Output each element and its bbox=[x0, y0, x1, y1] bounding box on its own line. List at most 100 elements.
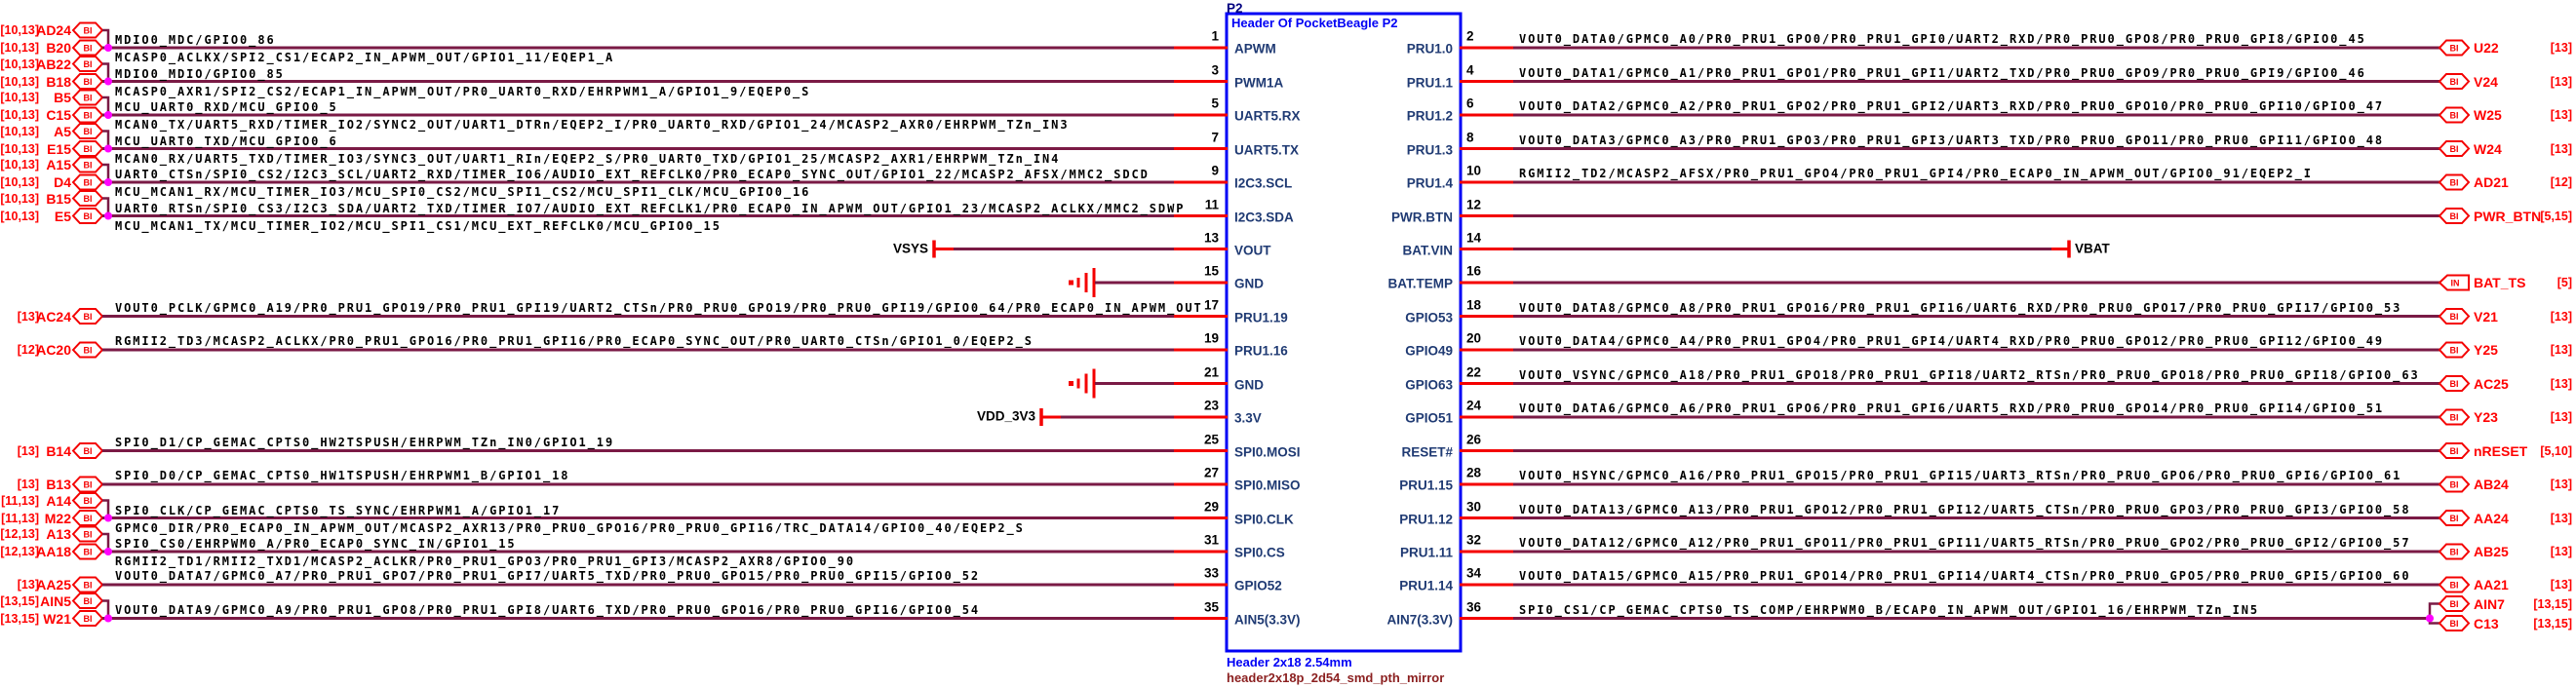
ball-name: B18 bbox=[46, 73, 71, 90]
sheet-ref[interactable]: [5,15] bbox=[2540, 209, 2572, 223]
global-label-port-bi[interactable] bbox=[2438, 615, 2471, 631]
global-label-port-bi[interactable] bbox=[2438, 106, 2471, 124]
pin-number: 22 bbox=[1466, 363, 1482, 379]
ball-name: A15 bbox=[46, 157, 71, 172]
sheet-ref[interactable]: [13] bbox=[2550, 477, 2572, 491]
ball-name: B5 bbox=[54, 90, 71, 105]
global-label-port-in[interactable] bbox=[2438, 274, 2470, 291]
sheet-ref[interactable]: [12,13] bbox=[0, 526, 39, 541]
global-label-port-bi[interactable] bbox=[2438, 543, 2471, 560]
sheet-ref[interactable]: [11,13] bbox=[1, 511, 39, 525]
net-label: GPMC0_DIR/PR0_ECAP0_IN_APWM_OUT/MCASP2_A… bbox=[115, 520, 1025, 535]
sheet-ref[interactable]: [13,15] bbox=[2533, 596, 2572, 611]
global-label-port-bi[interactable] bbox=[2438, 208, 2471, 224]
sheet-ref[interactable]: [10,13] bbox=[0, 57, 39, 71]
ball-name: A14 bbox=[46, 492, 71, 509]
net-label: UART0_RTSn/SPI0_CS3/I2C3_SDA/UART2_TXD/T… bbox=[115, 201, 1186, 215]
port-bi-text: BI bbox=[84, 25, 93, 35]
sheet-ref[interactable]: [13] bbox=[2550, 511, 2572, 525]
sheet-ref[interactable]: [10,13] bbox=[0, 74, 39, 89]
ball-name: A5 bbox=[54, 123, 71, 139]
pin-name: PRU1.14 bbox=[1399, 578, 1453, 593]
net-label: VOUT0_VSYNC/GPMC0_A18/PR0_PRU1_GPO18/PR0… bbox=[1519, 367, 2420, 382]
ball-name: AB22 bbox=[36, 56, 71, 72]
junction-dot bbox=[104, 111, 112, 119]
global-label-port-bi[interactable] bbox=[2438, 408, 2471, 426]
port-bi-text: BI bbox=[84, 194, 93, 204]
sheet-ref[interactable]: [5] bbox=[2556, 275, 2572, 289]
global-label-port-bi[interactable] bbox=[2438, 595, 2471, 612]
sheet-ref[interactable]: [13] bbox=[2550, 74, 2572, 89]
pin-number: 8 bbox=[1466, 129, 1474, 144]
pin-number: 19 bbox=[1203, 330, 1219, 346]
net-label: RGMII2_TD2/MCASP2_AFSX/PR0_PRU1_GPO4/PR0… bbox=[1519, 167, 2313, 180]
sheet-ref[interactable]: [10,13] bbox=[0, 124, 39, 138]
sheet-ref[interactable]: [12] bbox=[2550, 174, 2572, 189]
sheet-ref[interactable]: [13] bbox=[2550, 107, 2572, 122]
global-label-port-bi[interactable] bbox=[2438, 510, 2471, 526]
global-label-port-bi[interactable] bbox=[2438, 576, 2471, 593]
global-label-port-bi[interactable] bbox=[2438, 341, 2471, 359]
net-label: MCAN0_RX/UART5_TXD/TIMER_IO3/SYNC3_OUT/U… bbox=[115, 151, 1061, 166]
sheet-ref[interactable]: [13,15] bbox=[0, 611, 39, 626]
global-label-port-bi[interactable] bbox=[2438, 375, 2471, 392]
pin-name: AIN5(3.3V) bbox=[1234, 611, 1301, 627]
sheet-ref[interactable]: [13,15] bbox=[2533, 616, 2572, 631]
sheet-ref[interactable]: [13,15] bbox=[0, 593, 39, 608]
ball-name: AIN5 bbox=[40, 592, 71, 609]
sheet-ref[interactable]: [12] bbox=[17, 342, 39, 357]
sheet-ref[interactable]: [10,13] bbox=[0, 191, 39, 206]
net-label: SPI0_CS0/EHRPWM0_A/PR0_ECAP0_SYNC_IN/GPI… bbox=[115, 537, 517, 551]
global-label-port-bi[interactable] bbox=[2438, 476, 2471, 493]
sheet-ref[interactable]: [10,13] bbox=[0, 90, 39, 104]
ball-name: PWR_BTN bbox=[2474, 208, 2542, 224]
sheet-ref[interactable]: [13] bbox=[2550, 409, 2572, 424]
global-label-port-bi[interactable] bbox=[2438, 173, 2471, 191]
sheet-ref[interactable]: [10,13] bbox=[0, 141, 39, 156]
ball-name: W21 bbox=[43, 610, 71, 627]
sheet-ref[interactable]: [5,10] bbox=[2540, 443, 2572, 458]
sheet-ref[interactable]: [10,13] bbox=[0, 209, 39, 223]
pin-name: PRU1.16 bbox=[1234, 343, 1288, 359]
sheet-ref[interactable]: [11,13] bbox=[1, 493, 39, 508]
pin-name: SPI0.CLK bbox=[1234, 511, 1294, 526]
global-label-port-bi[interactable] bbox=[2438, 73, 2471, 90]
pin-number: 11 bbox=[1204, 196, 1219, 211]
sheet-ref[interactable]: [10,13] bbox=[0, 107, 39, 122]
global-label-port-bi[interactable] bbox=[2438, 442, 2471, 459]
sheet-ref[interactable]: [10,13] bbox=[0, 22, 39, 37]
global-label-port-bi[interactable] bbox=[2438, 39, 2471, 57]
pin-name: GND bbox=[1234, 376, 1264, 392]
sheet-ref[interactable]: [13] bbox=[17, 577, 39, 592]
sheet-ref[interactable]: [13] bbox=[2550, 40, 2572, 55]
net-label: RGMII2_TD3/MCASP2_ACLKX/PR0_PRU1_GPO16/P… bbox=[115, 334, 1034, 348]
sheet-ref[interactable]: [13] bbox=[2550, 376, 2572, 391]
sheet-ref[interactable]: [13] bbox=[17, 309, 39, 324]
port-bi-text: BI bbox=[2450, 177, 2459, 187]
sheet-ref[interactable]: [12,13] bbox=[0, 544, 39, 558]
ball-name: AA24 bbox=[2474, 510, 2509, 526]
ball-name: AC25 bbox=[2474, 375, 2509, 392]
sheet-ref[interactable]: [13] bbox=[2550, 141, 2572, 156]
sheet-ref[interactable]: [10,13] bbox=[0, 40, 39, 55]
ball-name: AD24 bbox=[36, 22, 71, 38]
sheet-ref[interactable]: [10,13] bbox=[0, 157, 39, 172]
junction-dot bbox=[104, 178, 112, 186]
sheet-ref[interactable]: [13] bbox=[17, 443, 39, 458]
sheet-ref[interactable]: [13] bbox=[2550, 544, 2572, 558]
global-label-port-bi[interactable] bbox=[2438, 308, 2471, 325]
global-label-port-bi[interactable] bbox=[2438, 140, 2471, 157]
net-label: VOUT0_DATA4/GPMC0_A4/PR0_PRU1_GPO4/PR0_P… bbox=[1519, 334, 2385, 348]
ball-name: W25 bbox=[2474, 107, 2502, 123]
sheet-ref[interactable]: [13] bbox=[2550, 577, 2572, 592]
sheet-ref[interactable]: [13] bbox=[17, 477, 39, 491]
net-label: SPI0_CLK/CP_GEMAC_CPTS0_TS_SYNC/EHRPWM1_… bbox=[115, 503, 562, 517]
port-bi-text: BI bbox=[2450, 110, 2459, 120]
port-bi-text: BI bbox=[84, 43, 93, 53]
junction-dot bbox=[104, 211, 112, 220]
sheet-ref[interactable]: [13] bbox=[2550, 309, 2572, 324]
sheet-ref[interactable]: [13] bbox=[2550, 342, 2572, 357]
sheet-ref[interactable]: [10,13] bbox=[0, 174, 39, 189]
ball-name: B14 bbox=[46, 442, 71, 459]
